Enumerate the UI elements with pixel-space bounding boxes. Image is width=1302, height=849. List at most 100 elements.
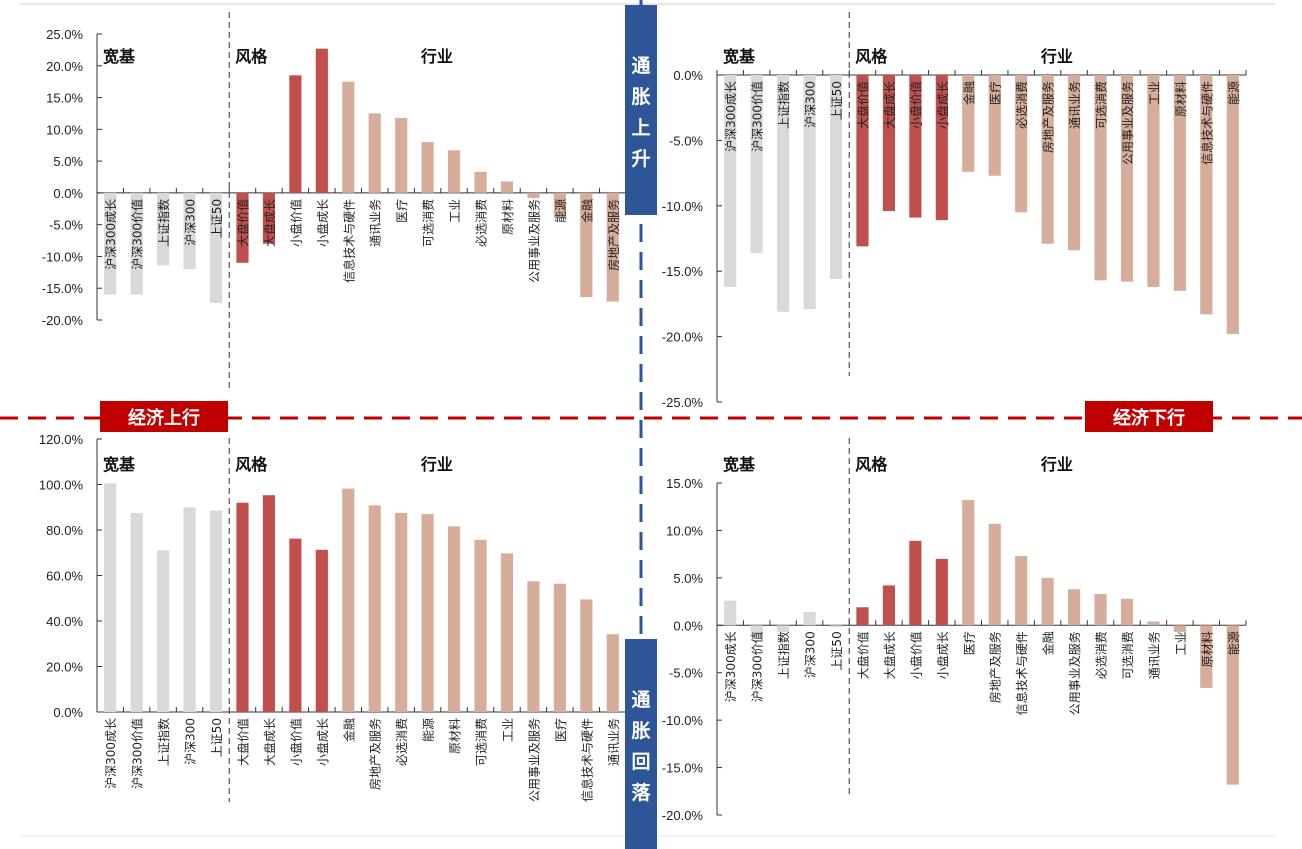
y-tick-label: 40.0%: [46, 614, 83, 629]
category-label: 大盘价值: [235, 199, 250, 247]
category-label: 沪深300: [184, 199, 198, 246]
category-label: 沪深300: [804, 81, 818, 128]
bar: [1226, 625, 1239, 785]
section-heading: 风格: [235, 47, 268, 66]
y-tick-label: -15.0%: [662, 761, 704, 776]
category-label: 上证50: [830, 81, 844, 120]
bar: [474, 539, 487, 712]
bar: [342, 81, 355, 193]
category-label: 房地产及服务: [988, 631, 1003, 703]
bar: [368, 505, 381, 712]
bar: [289, 538, 302, 712]
bar: [527, 192, 540, 198]
bar: [606, 634, 619, 712]
category-label: 工业: [501, 718, 515, 742]
bar: [909, 540, 922, 626]
bar: [209, 510, 223, 712]
bar: [104, 483, 117, 712]
section-heading: 行业: [420, 455, 453, 474]
category-label: 沪深300成长: [724, 81, 738, 152]
bar: [368, 113, 381, 193]
bar: [777, 75, 790, 312]
y-tick-label: -20.0%: [42, 313, 84, 328]
bar: [935, 75, 948, 221]
bar: [315, 549, 328, 712]
section-heading: 行业: [420, 47, 453, 66]
bar: [1120, 75, 1134, 282]
section-heading: 宽基: [103, 455, 136, 474]
bar: [236, 502, 249, 712]
category-label: 大盘价值: [855, 81, 870, 129]
category-label: 小盘成长: [315, 718, 330, 766]
econ-up-badge: 经济上行: [100, 401, 228, 432]
bar: [1041, 577, 1054, 626]
bar: [289, 75, 302, 193]
bar: [1067, 75, 1081, 251]
bar: [856, 607, 869, 626]
category-label: 通讯业务: [368, 199, 383, 247]
bar: [1120, 598, 1134, 626]
section-heading: 宽基: [723, 455, 756, 474]
bar: [236, 192, 249, 263]
bar: [183, 192, 196, 270]
section-heading: 风格: [855, 455, 888, 474]
bar: [183, 507, 196, 712]
bar: [262, 495, 276, 712]
category-label: 上证指数: [776, 631, 791, 679]
category-label: 医疗: [395, 199, 409, 223]
category-label: 信息技术与硬件: [579, 718, 594, 802]
y-tick-label: 15.0%: [666, 476, 703, 491]
econ-up-label: 经济上行: [128, 407, 200, 429]
category-label: 医疗: [962, 631, 976, 655]
section-heading: 风格: [235, 455, 268, 474]
bar: [342, 488, 355, 712]
category-label: 公用事业及服务: [526, 718, 541, 802]
category-label: 必选消费: [475, 199, 489, 247]
bar: [962, 75, 975, 172]
category-label: 沪深300: [184, 718, 198, 765]
y-tick-label: -10.0%: [662, 199, 704, 214]
category-label: 房地产及服务: [368, 718, 383, 790]
bar: [988, 523, 1001, 626]
category-label: 上证50: [210, 718, 224, 757]
category-label: 房地产及服务: [606, 199, 621, 271]
category-label: 必选消费: [395, 718, 409, 766]
y-tick-label: -5.0%: [669, 133, 703, 148]
bar: [856, 75, 869, 247]
bar: [882, 585, 896, 626]
y-tick-label: 80.0%: [46, 523, 83, 538]
category-label: 原材料: [448, 718, 462, 754]
y-tick-label: 25.0%: [46, 27, 83, 42]
y-tick-label: 0.0%: [673, 68, 703, 83]
category-label: 公用事业及服务: [1120, 81, 1135, 165]
bar: [157, 550, 170, 712]
bar: [1147, 621, 1160, 626]
bar: [500, 553, 514, 712]
category-label: 上证50: [830, 631, 844, 670]
bar: [447, 150, 461, 193]
category-label: 可选消费: [422, 199, 436, 247]
bar: [553, 583, 566, 712]
y-tick-label: 0.0%: [53, 705, 83, 720]
bar: [130, 192, 143, 295]
category-label: 金融: [341, 718, 356, 742]
inflation-badge-char: 回: [631, 751, 650, 773]
bar: [553, 192, 566, 218]
category-label: 沪深300价值: [750, 81, 765, 152]
inflation-badge-char: 通: [631, 689, 651, 711]
category-label: 小盘价值: [288, 718, 303, 766]
inflation-badge-char: 上: [631, 117, 650, 139]
category-label: 沪深300价值: [130, 718, 145, 789]
bar: [395, 512, 408, 712]
top-right-chart: 0.0% -5.0% -10.0% -15.0% -20.0% -25.0% 宽基 风格 行业沪…: [662, 12, 1247, 410]
bar: [527, 581, 540, 712]
bar: [1041, 75, 1054, 244]
category-label: 小盘成长: [935, 631, 950, 679]
category-label: 大盘成长: [882, 81, 897, 129]
bar: [750, 75, 763, 253]
bar: [157, 192, 170, 266]
bottom-right-chart: 15.0% 10.0% 5.0% 0.0% -5.0% -10.0% -15.0% -20.0…: [662, 438, 1247, 823]
inflation-badge-char: 胀: [631, 86, 650, 108]
